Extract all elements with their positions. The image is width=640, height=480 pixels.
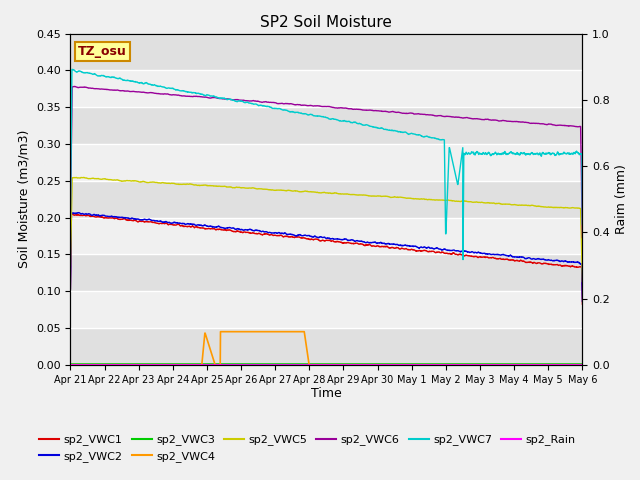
Bar: [70, 291, 582, 328]
Legend: sp2_VWC1, sp2_VWC2, sp2_VWC3, sp2_VWC4, sp2_VWC5, sp2_VWC6, sp2_VWC7, sp2_Rain: sp2_VWC1, sp2_VWC2, sp2_VWC3, sp2_VWC4, …: [35, 430, 580, 466]
Bar: [70, 254, 582, 291]
Y-axis label: Soil Moisture (m3/m3): Soil Moisture (m3/m3): [17, 130, 30, 268]
Bar: [70, 328, 582, 365]
Bar: [70, 34, 582, 71]
Bar: [70, 107, 582, 144]
X-axis label: Time: Time: [311, 387, 342, 400]
Text: TZ_osu: TZ_osu: [78, 45, 127, 58]
Bar: [70, 144, 582, 181]
Bar: [70, 181, 582, 217]
Title: SP2 Soil Moisture: SP2 Soil Moisture: [260, 15, 392, 30]
Y-axis label: Raim (mm): Raim (mm): [616, 164, 628, 234]
Bar: [70, 71, 582, 107]
Bar: [70, 217, 582, 254]
